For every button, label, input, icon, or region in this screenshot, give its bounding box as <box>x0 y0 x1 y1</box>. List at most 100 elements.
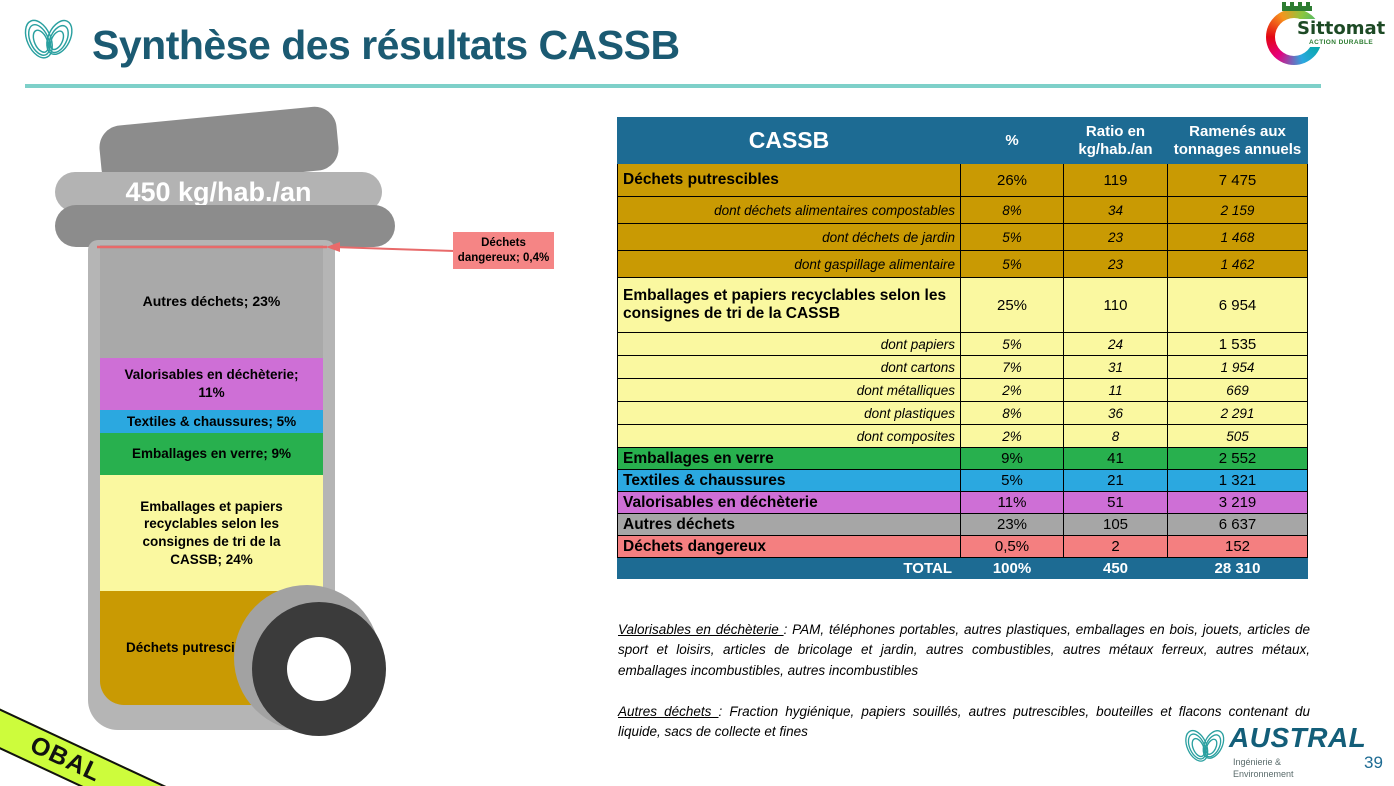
cell-label: Emballages et papiers recyclables selon … <box>617 277 961 333</box>
bin-segment-textiles: Textiles & chaussures; 5% <box>100 410 323 433</box>
cell-ratio: 110 <box>1063 277 1168 333</box>
cell-tonnage: 1 535 <box>1167 332 1308 356</box>
cell-ratio: 23 <box>1063 223 1168 251</box>
bin-segment-valorisables: Valorisables en déchèterie; 11% <box>100 358 323 410</box>
cell-label: Déchets dangereux <box>617 535 961 558</box>
cell-ratio: 41 <box>1063 447 1168 470</box>
table-row: Emballages en verre 9% 41 2 552 <box>617 447 1308 470</box>
segment-label: Autres déchets; 23% <box>142 293 281 310</box>
sittomat-text: Sittomat ACTION DURABLE <box>1294 19 1389 47</box>
cell-tonnage: 1 954 <box>1167 355 1308 379</box>
corner-banner-label: OBAL <box>25 730 106 786</box>
footnote-valorisables: Valorisables en déchèterie : PAM, téléph… <box>618 620 1310 681</box>
table-row: Déchets putrescibles 26% 119 7 475 <box>617 163 1308 197</box>
footnotes: Valorisables en déchèterie : PAM, téléph… <box>618 620 1310 742</box>
cell-label: dont déchets alimentaires compostables <box>617 196 961 224</box>
bin-segment-emballages-papiers: Emballages et papiers recyclables selon … <box>100 475 323 591</box>
cell-tonnage: 152 <box>1167 535 1308 558</box>
bin-wheel-icon <box>252 602 386 736</box>
cell-tonnage: 2 552 <box>1167 447 1308 470</box>
cell-pct: 8% <box>960 401 1064 425</box>
cell-label: dont papiers <box>617 332 961 356</box>
austral-logo: AUSTRAL Ingénierie & Environnement <box>1183 720 1378 784</box>
page-number: 39 <box>1364 753 1383 772</box>
cell-pct: 0,5% <box>960 535 1064 558</box>
cell-tonnage: 505 <box>1167 424 1308 448</box>
sittomat-logo: Sittomat ACTION DURABLE <box>1266 2 1392 66</box>
cell-ratio: 450 <box>1063 557 1168 579</box>
cell-ratio: 105 <box>1063 513 1168 536</box>
austral-tagline-line2: Environnement <box>1233 768 1294 779</box>
table-row: dont plastiques 8% 36 2 291 <box>617 401 1308 425</box>
segment-label: Valorisables en déchèterie; 11% <box>124 367 299 400</box>
cell-pct: 5% <box>960 250 1064 278</box>
cell-pct: 100% <box>960 557 1064 579</box>
cell-ratio: 36 <box>1063 401 1168 425</box>
col-header-cassb: CASSB <box>617 117 961 164</box>
cell-ratio: 2 <box>1063 535 1168 558</box>
cell-pct: 5% <box>960 332 1064 356</box>
cell-label: dont composites <box>617 424 961 448</box>
cell-pct: 23% <box>960 513 1064 536</box>
table-row: Textiles & chaussures 5% 21 1 321 <box>617 469 1308 492</box>
cell-tonnage: 1 462 <box>1167 250 1308 278</box>
table-row: dont composites 2% 8 505 <box>617 424 1308 448</box>
table-row: dont déchets alimentaires compostables 8… <box>617 196 1308 224</box>
segment-label: Emballages et papiers recyclables selon … <box>140 498 283 567</box>
cell-ratio: 119 <box>1063 163 1168 197</box>
table-row: dont papiers 5% 24 1 535 <box>617 332 1308 356</box>
callout-connector-line <box>97 242 455 252</box>
page-title: Synthèse des résultats CASSB <box>92 22 680 68</box>
cell-pct: 8% <box>960 196 1064 224</box>
table-row: dont déchets de jardin 5% 23 1 468 <box>617 223 1308 251</box>
col-header-ratio: Ratio en kg/hab./an <box>1063 117 1168 164</box>
cell-ratio: 21 <box>1063 469 1168 492</box>
cell-label: dont plastiques <box>617 401 961 425</box>
bin-capacity-label: 450 kg/hab./an <box>125 176 312 207</box>
cell-ratio: 34 <box>1063 196 1168 224</box>
cell-ratio: 11 <box>1063 378 1168 402</box>
cell-label: Autres déchets <box>617 513 961 536</box>
cell-tonnage: 2 159 <box>1167 196 1308 224</box>
footnote-text: : Fraction hygiénique, papiers souillés,… <box>618 703 1310 739</box>
cell-ratio: 51 <box>1063 491 1168 514</box>
cell-pct: 11% <box>960 491 1064 514</box>
table-row: dont gaspillage alimentaire 5% 23 1 462 <box>617 250 1308 278</box>
title-underline <box>25 84 1321 88</box>
bin-segment-autres-dechets: Autres déchets; 23% <box>100 245 323 358</box>
table-row: Déchets dangereux 0,5% 2 152 <box>617 535 1308 558</box>
cell-ratio: 31 <box>1063 355 1168 379</box>
col-header-tonnage: Ramenés aux tonnages annuels <box>1167 117 1308 164</box>
cell-label: Déchets putrescibles <box>617 163 961 197</box>
footnote-autres-dechets: Autres déchets : Fraction hygiénique, pa… <box>618 702 1310 743</box>
table-total-row: TOTAL 100% 450 28 310 <box>617 557 1308 579</box>
col-header-pct: % <box>960 117 1064 164</box>
footnote-text: : PAM, téléphones portables, autres plas… <box>618 622 1310 678</box>
cell-label: Valorisables en déchèterie <box>617 491 961 514</box>
bin-segment-verre: Emballages en verre; 9% <box>100 433 323 475</box>
cell-pct: 2% <box>960 378 1064 402</box>
cell-label: Emballages en verre <box>617 447 961 470</box>
table-header-row: CASSB % Ratio en kg/hab./an Ramenés aux … <box>617 117 1308 164</box>
butterfly-logo-icon <box>22 10 76 76</box>
cell-tonnage: 3 219 <box>1167 491 1308 514</box>
callout-label: Déchets dangereux; 0,4% <box>457 236 550 264</box>
cell-pct: 26% <box>960 163 1064 197</box>
segment-label: Emballages en verre; 9% <box>131 446 292 462</box>
cell-pct: 25% <box>960 277 1064 333</box>
cell-tonnage: 1 321 <box>1167 469 1308 492</box>
butterfly-logo-icon <box>1183 722 1227 781</box>
cell-ratio: 24 <box>1063 332 1168 356</box>
cell-label: dont cartons <box>617 355 961 379</box>
cell-tonnage: 6 954 <box>1167 277 1308 333</box>
cell-pct: 7% <box>960 355 1064 379</box>
results-table: CASSB % Ratio en kg/hab./an Ramenés aux … <box>617 117 1308 579</box>
cell-tonnage: 2 291 <box>1167 401 1308 425</box>
cell-pct: 5% <box>960 469 1064 492</box>
table-row: dont métalliques 2% 11 669 <box>617 378 1308 402</box>
table-row: Emballages et papiers recyclables selon … <box>617 277 1308 333</box>
table-row: Valorisables en déchèterie 11% 51 3 219 <box>617 491 1308 514</box>
cell-tonnage: 28 310 <box>1167 557 1308 579</box>
cell-pct: 9% <box>960 447 1064 470</box>
